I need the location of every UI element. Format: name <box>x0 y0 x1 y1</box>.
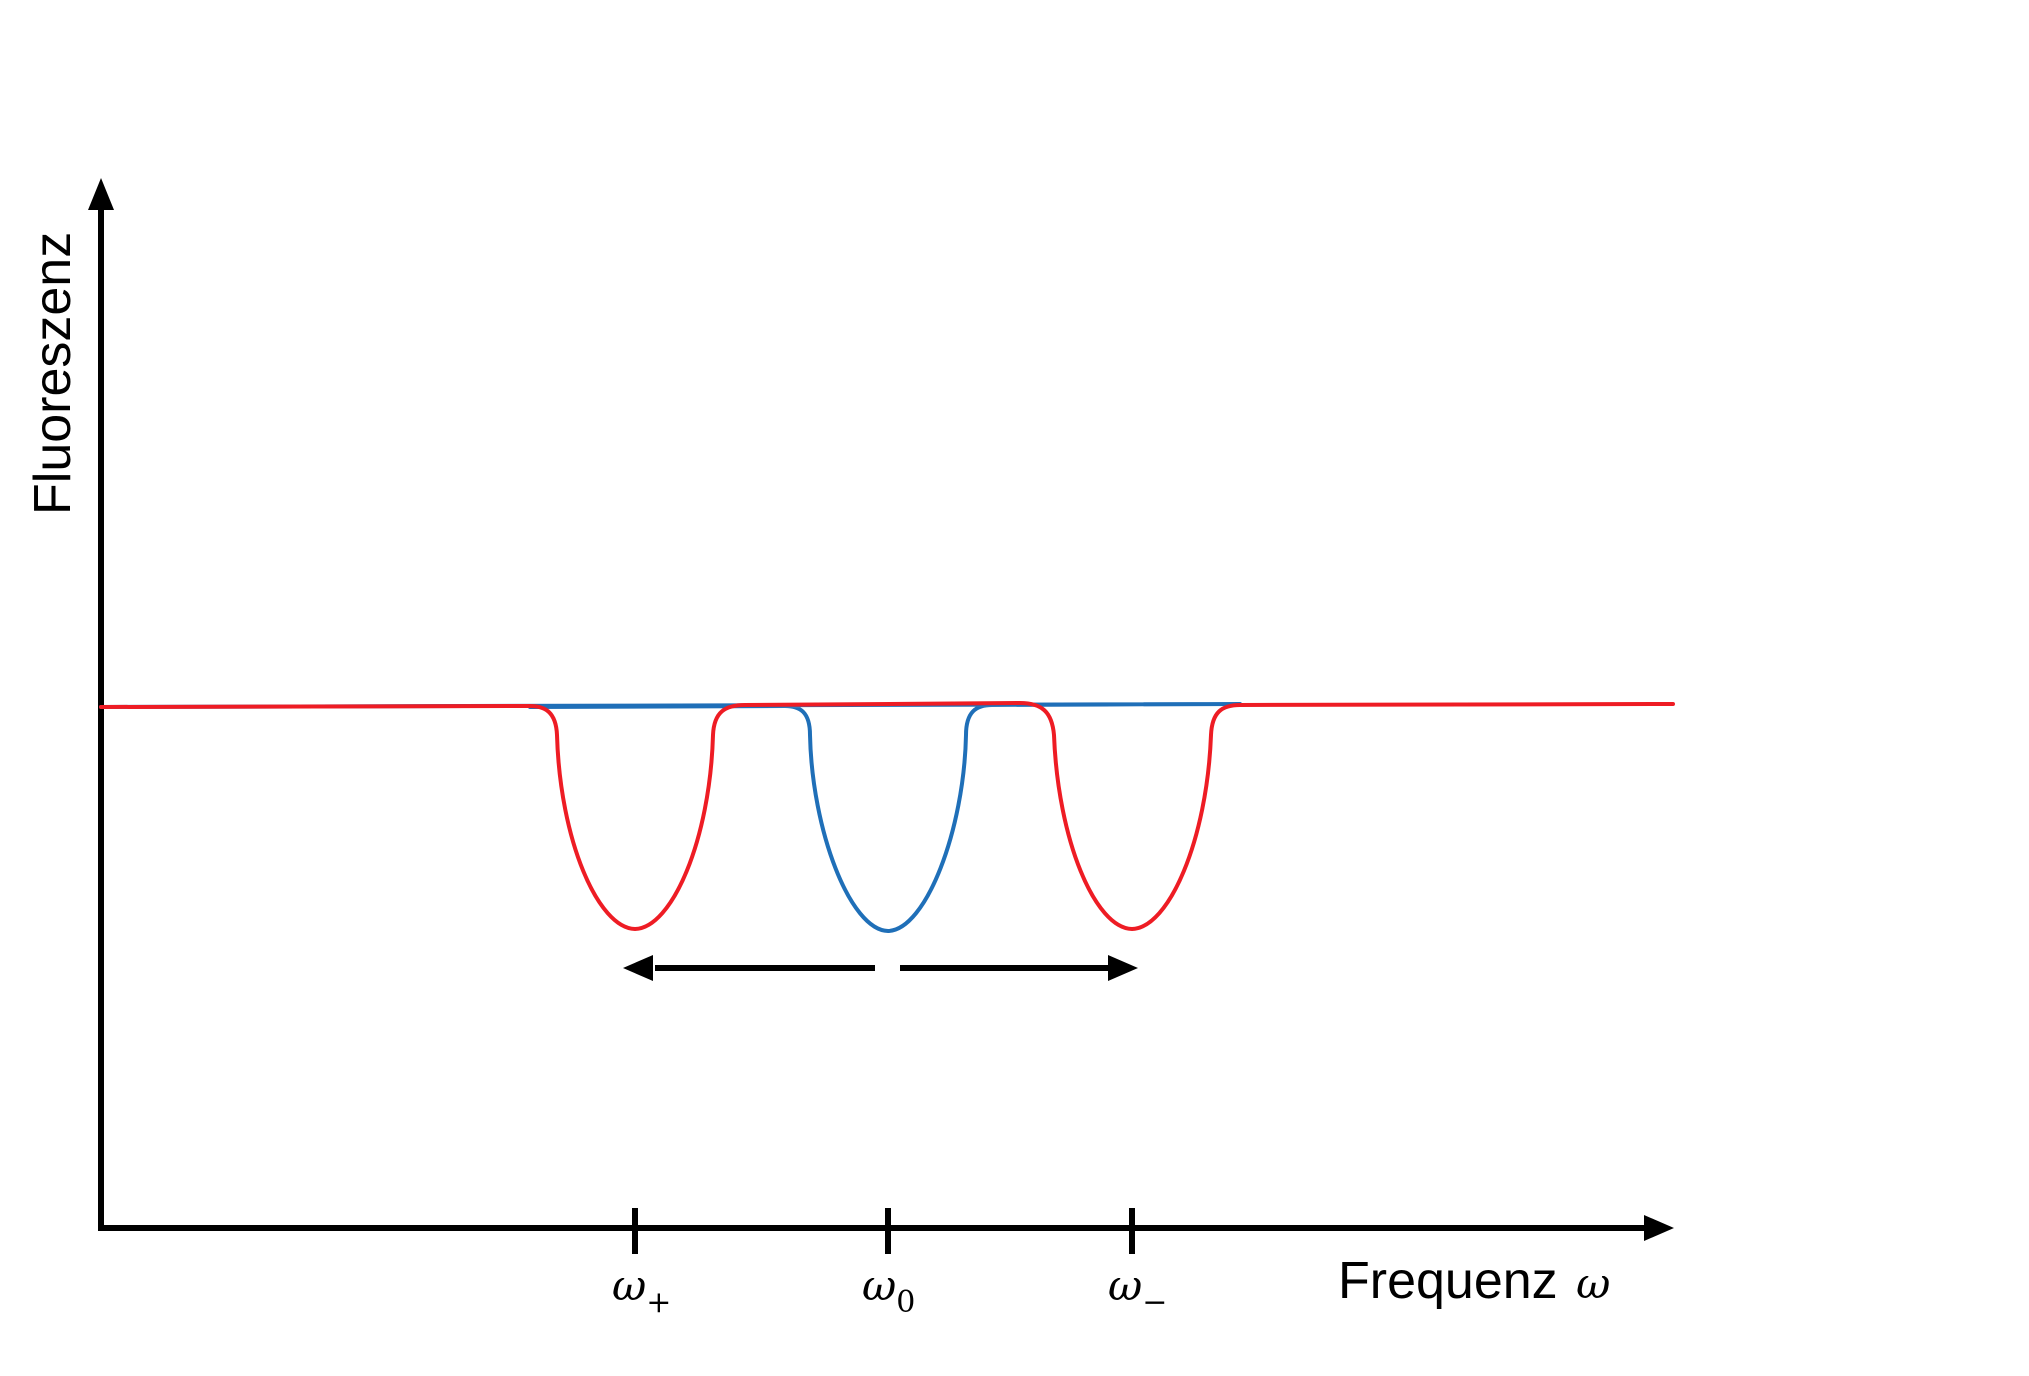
curve-unsplit <box>99 702 1242 933</box>
y-axis-arrowhead <box>88 178 114 210</box>
x-axis-arrowhead <box>1644 1215 1674 1241</box>
split-arrow-left-head <box>623 955 653 981</box>
tick-label-omega-minus: ω− <box>1108 1261 1167 1320</box>
tick-label-omega-plus: ω+ <box>612 1261 671 1320</box>
x-axis-label-text: Frequenz <box>1338 1252 1558 1310</box>
x-axis-label: Frequenz ω <box>1338 1252 1610 1310</box>
y-axis-label: Fluoreszenz <box>24 232 82 515</box>
split-arrow-right-head <box>1108 955 1138 981</box>
x-axis-symbol: ω <box>1576 1259 1610 1308</box>
curve-split <box>99 701 1675 931</box>
tick-label-omega-zero: ω0 <box>862 1261 915 1320</box>
